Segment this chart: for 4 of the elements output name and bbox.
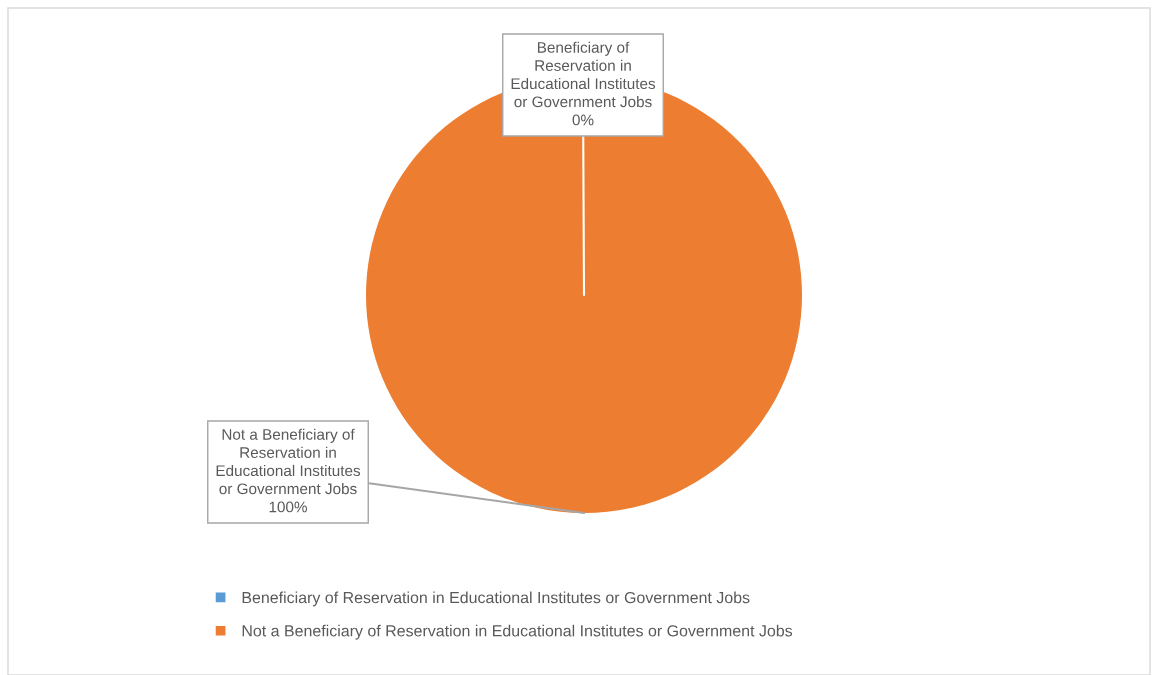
text: Beneficiary of Reservation in Educational Institutes or Government Jobs 0%: [511, 41, 656, 126]
legend-label: Beneficiary of Reservation in Educational Institutes or Government Jobs: [242, 591, 750, 607]
text: Not a Beneficiary of Reservation in Educational Institutes or Government Jobs 100%: [216, 428, 361, 513]
legend-label: Not a Beneficiary of Reservation in Educational Institutes or Government Jobs: [242, 624, 793, 640]
